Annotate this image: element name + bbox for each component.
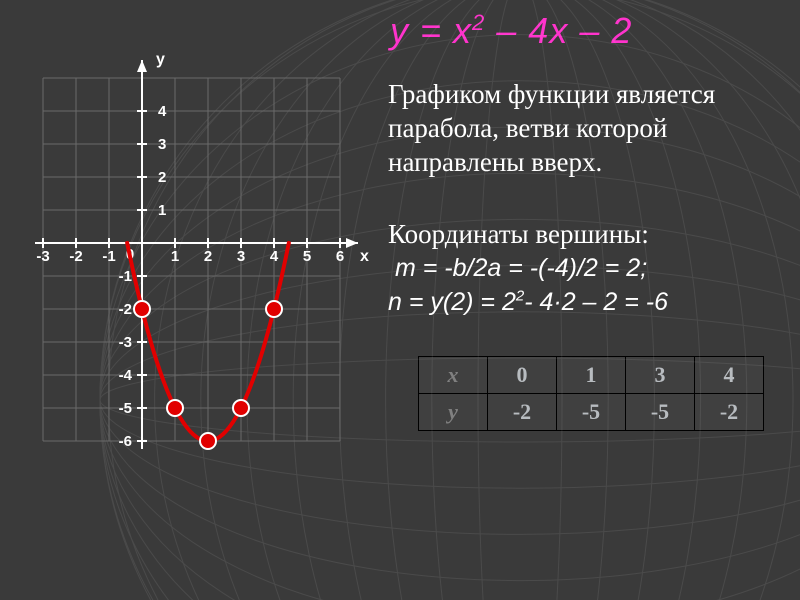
svg-text:3: 3 — [237, 248, 245, 265]
parabola-chart: -3-2-11234561234-1-2-3-4-5-60ху — [20, 30, 380, 510]
svg-text:у: у — [156, 51, 165, 68]
svg-text:-5: -5 — [119, 400, 132, 417]
equation-tail: 2 — [611, 10, 632, 51]
equation-exponent: 2 — [472, 10, 485, 35]
svg-text:2: 2 — [204, 248, 212, 265]
table-row: y -2 -5 -5 -2 — [419, 394, 764, 431]
table-cell: -2 — [488, 394, 557, 431]
vertex-n-line: n = y(2) = 22- 4·2 – 2 = -6 — [388, 286, 792, 320]
svg-text:5: 5 — [303, 248, 311, 265]
svg-text:-2: -2 — [69, 248, 82, 265]
table-row: x 0 1 3 4 — [419, 357, 764, 394]
table-cell: -5 — [557, 394, 626, 431]
svg-text:6: 6 — [336, 248, 344, 265]
table-cell: 1 — [557, 357, 626, 394]
table-cell: -5 — [626, 394, 695, 431]
svg-text:4: 4 — [270, 248, 279, 265]
equation-title: y = x2 – 4x – 2 — [390, 10, 632, 52]
table-header-x: x — [419, 357, 488, 394]
svg-text:1: 1 — [158, 202, 166, 219]
svg-text:-6: -6 — [119, 433, 132, 450]
svg-text:3: 3 — [158, 136, 166, 153]
value-table: x 0 1 3 4 y -2 -5 -5 -2 — [418, 356, 764, 431]
svg-text:1: 1 — [171, 248, 179, 265]
svg-text:4: 4 — [158, 103, 167, 120]
vertex-coordinates-block: Координаты вершины: m = -b/2a = -(-4)/2 … — [388, 216, 792, 320]
vertex-heading: Координаты вершины: — [388, 216, 792, 252]
table-cell: 4 — [695, 357, 764, 394]
svg-text:-3: -3 — [119, 334, 132, 351]
table-header-y: y — [419, 394, 488, 431]
vertex-m-line: m = -b/2a = -(-4)/2 = 2; — [388, 252, 792, 286]
table-cell: -2 — [695, 394, 764, 431]
svg-text:-1: -1 — [102, 248, 115, 265]
description-text: Графиком функции является парабола, ветв… — [388, 78, 788, 179]
svg-text:-4: -4 — [119, 367, 133, 384]
svg-text:-2: -2 — [119, 301, 132, 318]
equation-y-part: y = x — [390, 10, 472, 51]
table-cell: 0 — [488, 357, 557, 394]
svg-text:-3: -3 — [36, 248, 49, 265]
svg-text:-1: -1 — [119, 268, 132, 285]
svg-text:х: х — [360, 248, 369, 265]
equation-mid: – 4x – — [485, 10, 611, 51]
table-cell: 3 — [626, 357, 695, 394]
svg-text:2: 2 — [158, 169, 166, 186]
